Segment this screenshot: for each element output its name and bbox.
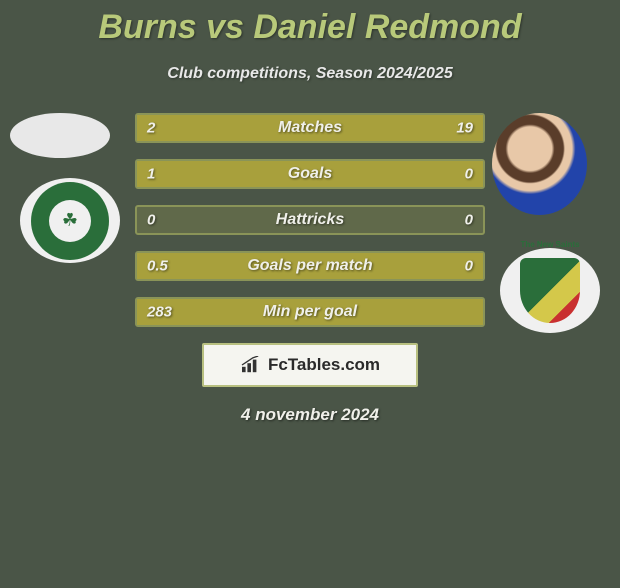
stat-value-right: 0 — [465, 258, 473, 275]
stat-row: 1 0 Goals — [135, 159, 485, 189]
club-right-name: The New Saints — [510, 240, 590, 249]
club-right-badge: The New Saints — [500, 248, 600, 333]
chart-icon — [240, 356, 262, 374]
stat-row: 0 0 Hattricks — [135, 205, 485, 235]
club-left-badge: ☘ — [20, 178, 120, 263]
stat-value-right: 0 — [465, 166, 473, 183]
stat-value-left: 0.5 — [147, 258, 168, 275]
player-left-photo — [10, 113, 110, 158]
brand-text: FcTables.com — [268, 355, 380, 375]
stat-bars: 2 19 Matches 1 0 Goals 0 0 Hattricks 0.5 0 Goals pe… — [135, 113, 485, 327]
stat-value-left: 283 — [147, 304, 172, 321]
page-title: Burns vs Daniel Redmond — [0, 8, 620, 47]
stat-label: Min per goal — [263, 303, 357, 321]
comparison-panel: ☘ The New Saints 2 19 Matches 1 0 Goals 0 0 Hatt… — [0, 113, 620, 425]
stat-value-right: 19 — [456, 120, 473, 137]
date-text: 4 november 2024 — [0, 405, 620, 425]
player-right-photo — [492, 113, 587, 215]
stat-value-right: 0 — [465, 212, 473, 229]
subtitle: Club competitions, Season 2024/2025 — [0, 65, 620, 83]
stat-label: Hattricks — [276, 211, 344, 229]
stat-label: Goals per match — [247, 257, 372, 275]
stat-label: Matches — [278, 119, 342, 137]
stat-value-left: 2 — [147, 120, 155, 137]
stat-value-left: 1 — [147, 166, 155, 183]
shamrock-icon: ☘ — [49, 200, 91, 242]
stat-row: 2 19 Matches — [135, 113, 485, 143]
stat-value-left: 0 — [147, 212, 155, 229]
brand-box: FcTables.com — [202, 343, 418, 387]
stat-row: 0.5 0 Goals per match — [135, 251, 485, 281]
stat-row: 283 Min per goal — [135, 297, 485, 327]
stat-label: Goals — [288, 165, 332, 183]
